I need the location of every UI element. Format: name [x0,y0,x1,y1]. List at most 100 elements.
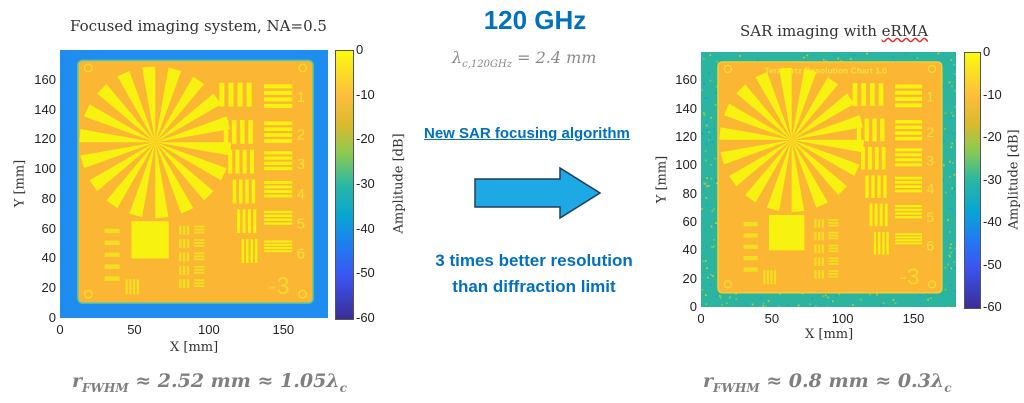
noise-speckle [706,98,708,100]
y-tick-label: 20 [26,280,56,295]
noise-speckle [947,264,949,266]
horizontal-bar [264,247,292,249]
noise-speckle [944,128,946,130]
vertical-bar [861,83,866,106]
noise-speckle [806,55,808,57]
noise-speckle [893,299,895,301]
small-vertical-bar [137,279,139,294]
noise-speckle [954,290,956,292]
vertical-bar [885,204,888,227]
group-number: 4 [297,187,305,203]
noise-speckle [938,53,940,55]
noise-speckle [952,162,954,164]
vertical-bar [248,120,253,144]
small-vertical-bar [126,279,128,294]
algorithm-link[interactable]: New SAR focusing algorithm [424,125,630,142]
y-tick-label: 120 [26,131,56,146]
horizontal-bar [264,211,292,213]
small-horizontal-bar [829,276,839,278]
noise-speckle [778,306,780,307]
noise-speckle [852,304,854,306]
noise-speckle [708,131,710,133]
colorbar-tick-label: -10 [983,87,1002,102]
noise-speckle [705,160,707,162]
noise-speckle [701,208,703,210]
vertical-bar [872,119,876,142]
noise-speckle [706,267,708,269]
vertical-bar [228,150,232,174]
noise-speckle [761,297,763,299]
horizontal-bar [264,97,292,101]
small-horizontal-bar [194,266,204,268]
noise-speckle [709,54,711,56]
noise-speckle [853,55,855,57]
small-horizontal-bar [194,272,204,274]
noise-speckle [721,304,723,306]
square-target [769,215,804,250]
noise-speckle [739,55,741,57]
noise-speckle [951,188,953,190]
small-vertical-bar [822,219,824,228]
small-horizontal-bar [194,229,204,231]
horizontal-bar [895,158,922,161]
small-horizontal-bar [194,226,204,228]
colorbar-tick-label: -20 [356,131,375,146]
noise-speckle [729,297,731,299]
noise-speckle [706,246,708,248]
right-plot-title: SAR imaging with eRMA [740,22,928,40]
noise-speckle [705,294,707,296]
small-horizontal-bar [829,225,839,227]
frequency-title: 120 GHz [475,5,595,36]
noise-speckle [811,298,813,300]
colorbar-tick-label: -50 [356,265,375,280]
vertical-bar [228,83,233,107]
noise-speckle [895,302,897,304]
y-tick-label: 80 [26,191,56,206]
noise-speckle [708,185,710,187]
noise-speckle [916,57,918,59]
horizontal-bar [264,190,292,193]
small-vertical-bar [133,279,135,294]
noise-speckle [715,180,717,182]
right-resolution-image: Terahertz Resolution Chart 1.0123456-3 [701,52,956,307]
horizontal-bar [264,127,292,131]
small-horizontal-bar [829,273,839,275]
noise-speckle [736,298,738,300]
small-vertical-bar [187,252,189,261]
y-tick-label: 160 [667,72,697,87]
noise-speckle [708,72,710,74]
improvement-line-2: than diffraction limit [414,274,654,300]
noise-speckle [706,143,708,145]
colorbar-tick-label: -30 [983,172,1002,187]
small-vertical-bar [814,219,816,228]
vertical-bar [865,175,868,198]
small-vertical-bar [187,239,189,248]
noise-speckle [713,245,715,247]
noise-speckle [752,304,754,306]
x-tick-label: 100 [831,311,855,326]
horizontal-bar [895,209,922,211]
noise-speckle [709,136,711,138]
small-vertical-bar [814,257,816,266]
noise-speckle [713,239,715,241]
y-tick-label: 120 [667,129,697,144]
horizontal-bar [264,219,292,221]
noise-speckle [714,158,716,160]
vertical-bar [868,147,872,170]
vertical-bar [232,120,237,144]
noise-speckle [809,303,811,305]
noise-speckle [926,293,928,295]
horizontal-bar [264,156,292,159]
group-number: 2 [297,127,305,143]
vertical-bar [874,232,876,255]
noise-speckle [710,164,712,166]
vertical-bar [255,239,257,263]
y-tick-label: 80 [667,186,697,201]
small-vertical-bar [818,257,820,266]
horizontal-bar [895,233,922,235]
noise-speckle [837,58,839,60]
y-tick-label: 100 [667,157,697,172]
horizontal-bar [895,120,922,123]
noise-speckle [949,81,951,83]
y-tick-label: 60 [26,221,56,236]
